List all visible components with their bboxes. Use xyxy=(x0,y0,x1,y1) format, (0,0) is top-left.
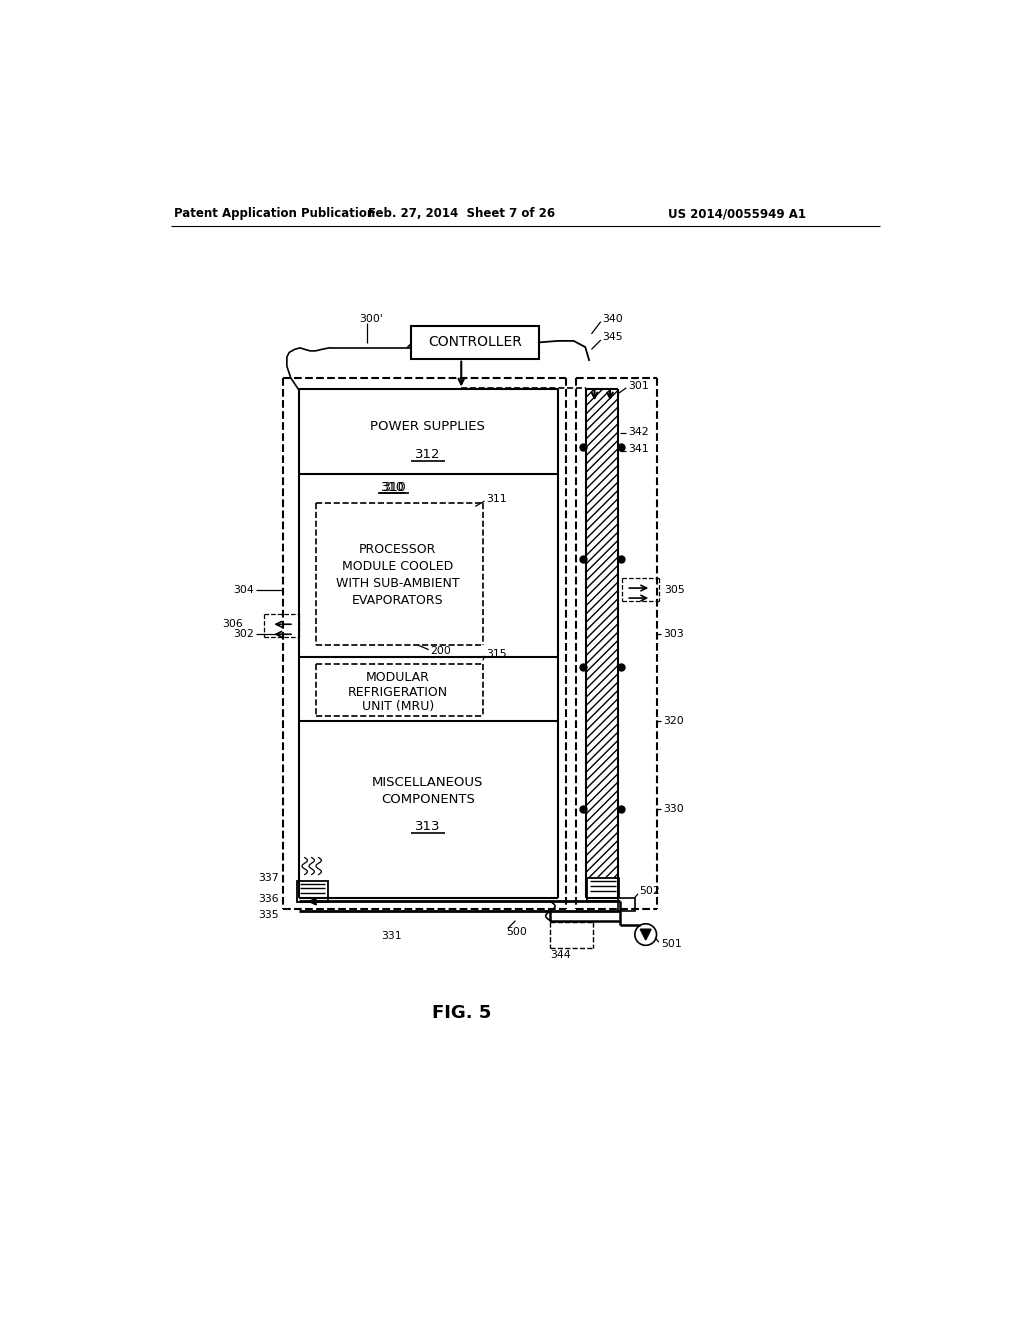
Text: 337: 337 xyxy=(258,874,280,883)
Text: CONTROLLER: CONTROLLER xyxy=(428,335,522,350)
Text: POWER SUPPLIES: POWER SUPPLIES xyxy=(371,420,485,433)
Text: 315: 315 xyxy=(486,648,507,659)
Bar xyxy=(586,389,617,898)
Text: 501: 501 xyxy=(662,939,682,949)
Text: 341: 341 xyxy=(628,445,648,454)
Text: UNIT (MRU): UNIT (MRU) xyxy=(361,700,434,713)
Text: WITH SUB-AMBIENT: WITH SUB-AMBIENT xyxy=(336,577,460,590)
FancyBboxPatch shape xyxy=(411,326,539,359)
Text: 320: 320 xyxy=(663,715,683,726)
Bar xyxy=(587,878,620,902)
Bar xyxy=(617,898,635,911)
Text: 303: 303 xyxy=(663,630,683,639)
Text: 340: 340 xyxy=(602,314,623,323)
Text: US 2014/0055949 A1: US 2014/0055949 A1 xyxy=(668,207,806,220)
Text: 305: 305 xyxy=(665,585,685,594)
Text: 342: 342 xyxy=(628,426,648,437)
Text: 331: 331 xyxy=(381,931,401,941)
Text: PROCESSOR: PROCESSOR xyxy=(359,543,436,556)
Text: 345: 345 xyxy=(602,333,623,342)
Text: 336: 336 xyxy=(258,894,280,904)
Text: FIG. 5: FIG. 5 xyxy=(431,1005,490,1022)
Text: Patent Application Publication: Patent Application Publication xyxy=(174,207,376,220)
Text: MODULAR: MODULAR xyxy=(366,671,430,684)
Text: REFRIGERATION: REFRIGERATION xyxy=(347,685,447,698)
Bar xyxy=(297,880,328,903)
Text: 306: 306 xyxy=(222,619,243,630)
Text: COMPONENTS: COMPONENTS xyxy=(381,792,475,805)
Text: 335: 335 xyxy=(258,911,280,920)
Text: 330: 330 xyxy=(663,804,683,814)
Text: 300': 300' xyxy=(359,314,383,323)
Text: MISCELLANEOUS: MISCELLANEOUS xyxy=(373,776,483,788)
Text: 313: 313 xyxy=(415,820,440,833)
Text: 310: 310 xyxy=(382,480,406,494)
Text: 302: 302 xyxy=(233,630,254,639)
Text: EVAPORATORS: EVAPORATORS xyxy=(352,594,443,607)
Text: 301: 301 xyxy=(628,380,648,391)
Text: 311: 311 xyxy=(486,494,507,504)
Text: 502: 502 xyxy=(640,887,660,896)
Text: 312: 312 xyxy=(415,449,440,462)
Text: 310: 310 xyxy=(380,480,403,494)
Text: 200: 200 xyxy=(430,647,452,656)
Text: 500: 500 xyxy=(506,927,527,937)
Text: 344: 344 xyxy=(550,950,570,961)
Polygon shape xyxy=(640,929,651,940)
Text: MODULE COOLED: MODULE COOLED xyxy=(342,560,454,573)
Text: 304: 304 xyxy=(233,585,254,594)
Text: Feb. 27, 2014  Sheet 7 of 26: Feb. 27, 2014 Sheet 7 of 26 xyxy=(368,207,555,220)
